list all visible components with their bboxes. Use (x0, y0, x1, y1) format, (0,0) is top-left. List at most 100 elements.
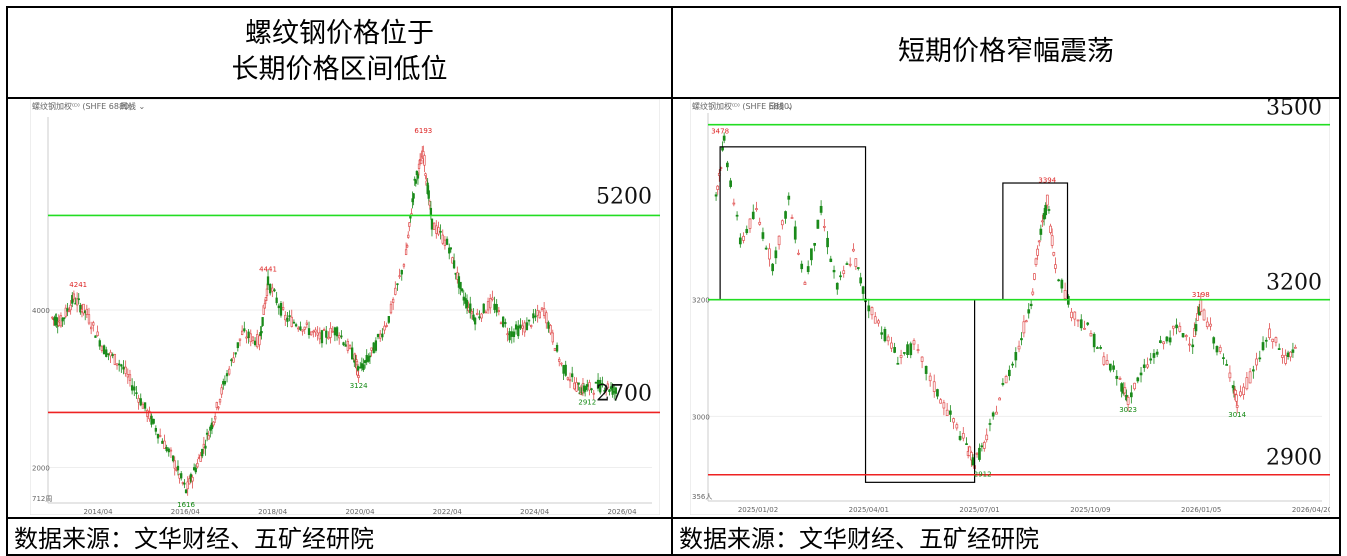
candle-body (202, 443, 206, 448)
candle-body (564, 364, 567, 376)
x-tick-label: 2022/04 (433, 508, 463, 515)
period-selector: 周线 ⌄ (120, 101, 145, 111)
candle-body (1076, 319, 1080, 322)
candle-body (247, 331, 250, 339)
extreme-value-label: 3023 (1119, 406, 1137, 414)
candle-body (139, 398, 142, 406)
candle-body (508, 331, 511, 341)
left-header: 螺纹钢价格位于 长期价格区间低位 (8, 8, 671, 96)
candle-body (1171, 325, 1175, 329)
candle-body (566, 377, 570, 380)
candle-body (417, 163, 421, 169)
candle-body (991, 412, 995, 417)
candle-body (1193, 328, 1196, 337)
candle-body (437, 227, 440, 235)
candle-body (1271, 338, 1275, 342)
candle-body (545, 312, 548, 324)
candle-body (819, 205, 823, 213)
candle-body (839, 275, 842, 278)
candle-body (408, 222, 411, 227)
candle-body (414, 180, 417, 184)
right-source: 数据来源：文华财经、五矿经研院 (679, 525, 1039, 553)
candle-body (240, 330, 244, 335)
level-label: 2900 (1266, 446, 1322, 471)
right-title: 短期价格窄幅震荡 (898, 36, 1114, 67)
candle-body (1020, 338, 1023, 341)
candle-body (281, 306, 285, 310)
candle-body (932, 381, 936, 392)
candle-body (476, 312, 479, 316)
candle-body (416, 173, 420, 179)
candle-body (452, 260, 456, 269)
candle-body (816, 219, 820, 229)
candle-body (1248, 371, 1252, 384)
candle-body (220, 387, 223, 395)
x-tick-label: 2020/04 (345, 508, 375, 515)
candle-body (335, 327, 339, 337)
candle-body (346, 340, 349, 351)
candle-body (245, 336, 248, 339)
extreme-value-label: 3394 (1038, 177, 1056, 185)
candle-body (1152, 353, 1156, 358)
candle-body (560, 362, 563, 365)
table-border-left (6, 6, 8, 556)
candle-body (115, 363, 119, 366)
candle-body (238, 338, 242, 341)
candle-body (389, 303, 393, 314)
candle-body (1178, 325, 1182, 332)
candle-body (1007, 369, 1011, 377)
y-tick-label: 2000 (32, 465, 50, 473)
candle-body (848, 263, 852, 266)
candle-body (1225, 364, 1229, 366)
candle-body (958, 435, 962, 440)
candle-body (69, 304, 72, 311)
candle-body (489, 298, 492, 309)
candle-body (1258, 357, 1262, 360)
candle-body (1264, 339, 1268, 342)
candle-body (107, 353, 110, 355)
candle-body (376, 334, 380, 338)
candle-body (611, 385, 614, 395)
candle-body (491, 297, 494, 300)
left-title-line2: 长期价格区间低位 (231, 54, 448, 85)
candle-body (218, 398, 222, 403)
candle-body (870, 307, 874, 316)
candle-body (519, 324, 522, 329)
candle-body (445, 238, 449, 245)
candle-body (1083, 327, 1086, 330)
candle-body (896, 362, 900, 365)
candle-body (768, 248, 771, 260)
candle-body (1184, 335, 1188, 338)
candle-body (1039, 228, 1043, 235)
chart-background (690, 99, 1330, 515)
candle-body (965, 443, 968, 446)
candle-body (348, 345, 352, 349)
candle-body (482, 303, 485, 314)
candle-body (232, 357, 235, 363)
candle-body (260, 331, 263, 334)
candle-body (810, 248, 813, 261)
candle-body (1165, 336, 1169, 342)
candle-body (137, 397, 140, 403)
candle-body (614, 387, 618, 394)
candle-body (1036, 248, 1039, 256)
candle-body (472, 314, 475, 320)
candle-body (1251, 369, 1255, 372)
candle-body (596, 379, 600, 389)
candle-body (813, 243, 816, 246)
candle-body (297, 327, 300, 330)
candle-body (143, 402, 147, 409)
candle-body (191, 476, 194, 482)
candle-body (305, 322, 309, 325)
extreme-value-label: 3014 (1228, 411, 1246, 419)
candle-body (269, 283, 272, 294)
candle-body (165, 447, 168, 451)
candle-body (547, 322, 550, 329)
candle-body (1222, 357, 1225, 360)
candle-body (400, 269, 403, 275)
candle-body (225, 373, 229, 377)
candle-body (968, 446, 972, 456)
candle-body (822, 226, 826, 228)
candle-body (1054, 264, 1057, 269)
candle-body (571, 373, 574, 378)
